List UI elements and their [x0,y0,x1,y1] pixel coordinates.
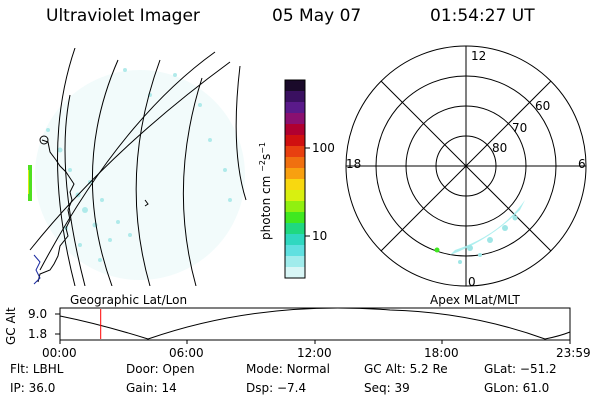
info-field: Door: Open [126,362,195,376]
info-label: GC Alt: [364,362,410,376]
colorbar-band [285,80,305,92]
info-label: Dsp: [246,381,277,395]
info-label: Seq: [364,381,395,395]
info-field: Mode: Normal [246,362,330,376]
colorbar-band [285,113,305,125]
image-time: 01:54:27 UT [430,6,535,26]
timeline-xtick: 18:00 [424,346,459,360]
info-value: 61.0 [522,381,550,395]
colorbar-scale [285,80,305,279]
colorbar-band [285,256,305,268]
timeline-xtick: 00:00 [42,346,77,360]
info-value: LBHL [32,362,64,376]
polar-mlat-80: 80 [492,141,508,155]
info-field: Gain: 14 [126,381,177,395]
polar-mlt-18: 18 [346,157,362,171]
polar-plot-label: Apex MLat/MLT [430,293,520,307]
aurora-bright-edge [28,165,32,201]
polar-aurora-oval [434,200,525,264]
altitude-curve [59,307,571,340]
colorbar-band [285,267,305,279]
colorbar-band [285,135,305,147]
info-value: Normal [286,362,330,376]
info-field: GLat: −51.2 [484,362,557,376]
polar-mlat-70: 70 [512,121,528,135]
colorbar-tick-10: 10 [312,229,328,243]
info-field: Dsp: −7.4 [246,381,306,395]
colorbar-band [285,212,305,224]
colorbar-band [285,201,305,213]
polar-mlt-12: 12 [471,49,487,63]
info-field: GLon: 61.0 [484,381,549,395]
info-value: 5.2 Re [409,362,448,376]
timeline-ylabel: GC Alt [4,307,18,345]
colorbar-band [285,223,305,235]
info-label: IP: [10,381,29,395]
info-value: 36.0 [28,381,56,395]
info-label: GLat: [484,362,520,376]
polar-mlt-6: 6 [578,157,586,171]
info-label: Door: [126,362,163,376]
info-label: Mode: [246,362,287,376]
info-field: Seq: 39 [364,381,410,395]
colorbar-band [285,124,305,136]
colorbar-band [285,234,305,246]
colorbar-band [285,146,305,158]
colorbar-band [285,245,305,257]
colorbar-band [285,190,305,202]
info-value: −51.2 [519,362,557,376]
info-value: −7.4 [276,381,307,395]
colorbar-band [285,91,305,103]
info-field: IP: 36.0 [10,381,55,395]
geographic-map-label: Geographic Lat/Lon [70,293,188,307]
image-title: Ultraviolet Imager [46,6,200,26]
colorbar-band [285,168,305,180]
info-value: Open [162,362,195,376]
timeline-xtick: 12:00 [297,346,332,360]
info-value: 39 [394,381,410,395]
colorbar-unit-label: photon cm −2s−1 [258,141,273,240]
info-label: Gain: [126,381,162,395]
colorbar-tick-100: 100 [312,141,335,155]
image-date: 05 May 07 [272,6,362,26]
colorbar-band [285,179,305,191]
info-value: 14 [161,381,177,395]
geographic-map-image [28,48,247,286]
timeline-ytick-max: 9.0 [28,307,48,321]
info-field: Flt: LBHL [10,362,63,376]
polar-mlt-0: 0 [468,275,476,289]
timeline-xtick: 06:00 [169,346,204,360]
info-label: GLon: [484,381,523,395]
timeline-xtick: 23:59 [556,346,591,360]
colorbar-band [285,102,305,114]
polar-mlat-60: 60 [535,99,551,113]
info-label: Flt: [10,362,33,376]
info-field: GC Alt: 5.2 Re [364,362,448,376]
timeline-ytick-min: 1.8 [28,327,48,341]
colorbar-band [285,157,305,169]
